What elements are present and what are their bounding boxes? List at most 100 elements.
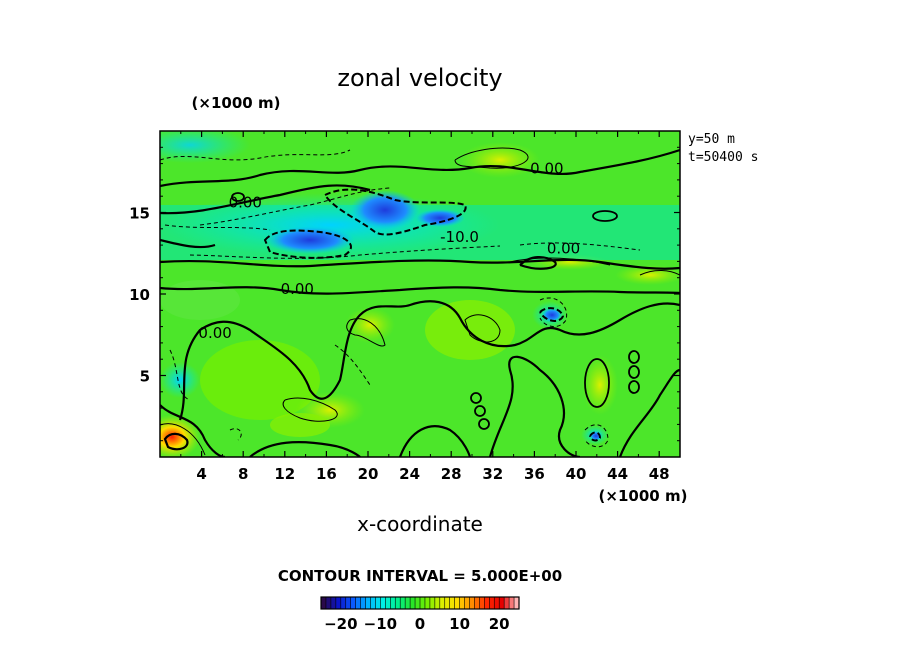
contour-loop — [231, 192, 245, 202]
contour-label: 0.00 — [530, 159, 563, 177]
contour-line-minus10 — [539, 307, 565, 322]
x-tick-label: 16 — [316, 465, 337, 483]
contour-line-negative — [519, 242, 641, 251]
colorbar-cell — [494, 597, 500, 609]
contour-line-negative — [229, 428, 242, 441]
colorbar-cell — [439, 597, 446, 609]
x-unit-label: (×1000 m) — [599, 487, 688, 505]
contour-line-minus10 — [589, 431, 602, 442]
colorbar-cell — [321, 597, 327, 609]
contour-label: 0.00 — [198, 324, 231, 342]
contour-line-positive — [160, 423, 206, 456]
contour-line-positive — [639, 270, 680, 276]
contour-line — [398, 425, 472, 457]
contour-line — [163, 432, 189, 451]
contour-line-positive — [454, 147, 529, 169]
colorbar-cell — [395, 597, 401, 609]
contour-loop — [474, 405, 486, 417]
colorbar-cell — [370, 597, 377, 609]
contour-loop — [628, 350, 640, 364]
colorbar-cell — [350, 597, 357, 609]
x-tick-label: 44 — [607, 465, 628, 483]
colorbar-frame — [320, 596, 520, 610]
colorbar: −20 −10 0 10 20 — [320, 596, 520, 633]
colorbar-cell — [345, 597, 352, 609]
field-core — [265, 226, 355, 254]
x-tick-label: 48 — [649, 465, 670, 483]
contour-interval: CONTOUR INTERVAL = 5.000E+00 — [278, 567, 562, 585]
contour-line — [249, 441, 361, 457]
colorbar-cell — [400, 597, 406, 609]
contour-label: 0.00 — [229, 194, 262, 212]
x-tick-label: 36 — [524, 465, 545, 483]
contour-line — [160, 238, 216, 249]
contour-loop — [628, 365, 640, 379]
x-tick-label: 32 — [482, 465, 503, 483]
contour-line — [160, 404, 226, 457]
field-core — [350, 190, 420, 230]
field-patch — [270, 413, 330, 437]
x-tick-label: 20 — [358, 465, 379, 483]
field-patch — [425, 300, 515, 360]
y-tick-label: 15 — [129, 205, 150, 223]
contour-line-positive — [282, 397, 338, 422]
info-line-2: t=50400 s — [688, 150, 758, 165]
colorbar-cell — [514, 597, 520, 609]
colorbar-cell — [355, 597, 362, 609]
contour-line-negative — [539, 297, 568, 327]
contour-loop — [628, 380, 640, 394]
colorbar-cell — [509, 597, 515, 609]
colorbar-tick-label: −10 — [364, 615, 397, 633]
colorbar-cell — [420, 597, 426, 609]
field-patch — [160, 280, 240, 320]
colorbar-cell — [449, 597, 456, 609]
colorbar-tick-label: 10 — [449, 615, 470, 633]
colorbar-cell — [390, 597, 396, 609]
colorbar-cell — [375, 597, 381, 609]
colorbar-cell — [474, 597, 480, 609]
contour-line-minus10 — [323, 188, 467, 236]
field-patch — [582, 355, 618, 415]
y-tick-label: 5 — [140, 368, 150, 386]
contour-label: -10.0 — [440, 228, 479, 246]
colorbar-cell — [335, 597, 342, 609]
y-unit-label: (×1000 m) — [192, 94, 281, 112]
contour-line — [178, 300, 680, 421]
x-tick-label: 12 — [274, 465, 295, 483]
field-patch — [160, 131, 250, 163]
colorbar-cell — [454, 597, 461, 609]
x-tick-label: 28 — [441, 465, 462, 483]
field-core — [415, 209, 465, 227]
contour-line-negative — [584, 424, 609, 448]
colorbar-cell — [444, 597, 451, 609]
colorbar-cell — [499, 597, 505, 609]
contour-line-positive — [464, 314, 501, 343]
contour-line — [618, 368, 680, 457]
x-tick-label: 24 — [399, 465, 420, 483]
contour-line — [160, 258, 680, 270]
velocity-field: 0.00 0.00 -10.0 0.00 0.00 0.00 — [160, 131, 680, 457]
colorbar-cell — [484, 597, 490, 609]
colorbar-cell — [489, 597, 495, 609]
contour-line — [160, 148, 680, 188]
colorbar-cell — [385, 597, 391, 609]
colorbar-tick-label: −20 — [324, 615, 357, 633]
field-patch — [615, 265, 680, 285]
field-patch — [160, 362, 200, 398]
colorbar-cell — [415, 597, 421, 609]
colorbar-tick-label: 20 — [489, 615, 510, 633]
field-patch — [345, 307, 395, 343]
field-patch — [460, 142, 540, 178]
contour-line — [488, 355, 581, 457]
y-tick-label: 10 — [129, 286, 150, 304]
contour-label: 0.00 — [547, 239, 580, 257]
contour-line — [160, 184, 371, 215]
info-line-1: y=50 m — [688, 132, 735, 147]
contour-line-negative — [189, 245, 501, 259]
colorbar-cell — [380, 597, 386, 609]
colorbar-cell — [360, 597, 367, 609]
x-tick-label: 40 — [566, 465, 587, 483]
contour-line-positive — [346, 318, 386, 347]
x-tick-label: 8 — [238, 465, 248, 483]
